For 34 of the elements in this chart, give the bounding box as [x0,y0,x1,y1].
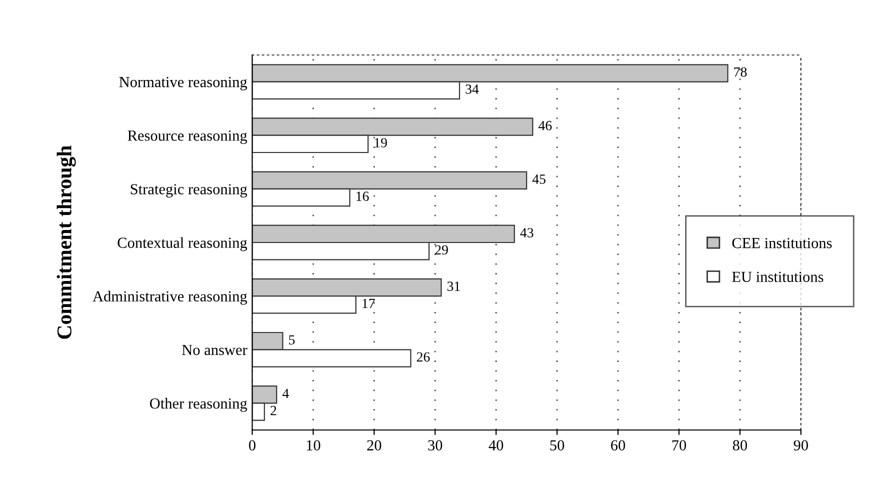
data-label: 29 [435,245,448,255]
x-tick-label: 80 [732,440,748,450]
data-label: 46 [538,120,552,130]
legend-label: CEE institutions [732,238,832,248]
data-label: 17 [362,298,375,308]
data-label: 34 [466,84,479,94]
data-label: 4 [282,388,289,398]
y-tick-label: Normative reasoning [119,76,248,90]
y-tick-label: No answer [182,344,248,356]
y-tick-label: Other reasoning [150,398,248,412]
x-tick-label: 90 [794,440,808,450]
data-label: 16 [356,192,369,201]
y-tick-label: Contextual reasoning [118,237,248,252]
y-tick-label: Resource reasoning [128,130,248,144]
y-axis-title: Commitment through [56,145,76,339]
x-tick-label: 10 [306,440,320,450]
x-tick-label: 20 [367,440,382,450]
x-tick-label: 60 [611,440,626,450]
data-label: 26 [416,352,430,362]
y-tick-label: Administrative reasoning [92,290,248,305]
data-label: 43 [520,228,534,238]
x-tick-label: 0 [248,440,256,450]
data-label: 5 [289,335,295,345]
data-label: 19 [374,138,387,148]
data-label: 78 [734,67,747,77]
data-label: 45 [532,174,546,184]
data-label: 31 [447,282,460,291]
x-tick-label: 70 [672,440,686,450]
y-tick-label: Strategic reasoning [130,184,248,198]
x-tick-label: 40 [488,440,504,450]
legend-label: EU institutions [732,272,824,282]
x-tick-label: 30 [428,440,442,450]
data-label: 2 [270,406,276,416]
x-tick-label: 50 [550,440,564,450]
